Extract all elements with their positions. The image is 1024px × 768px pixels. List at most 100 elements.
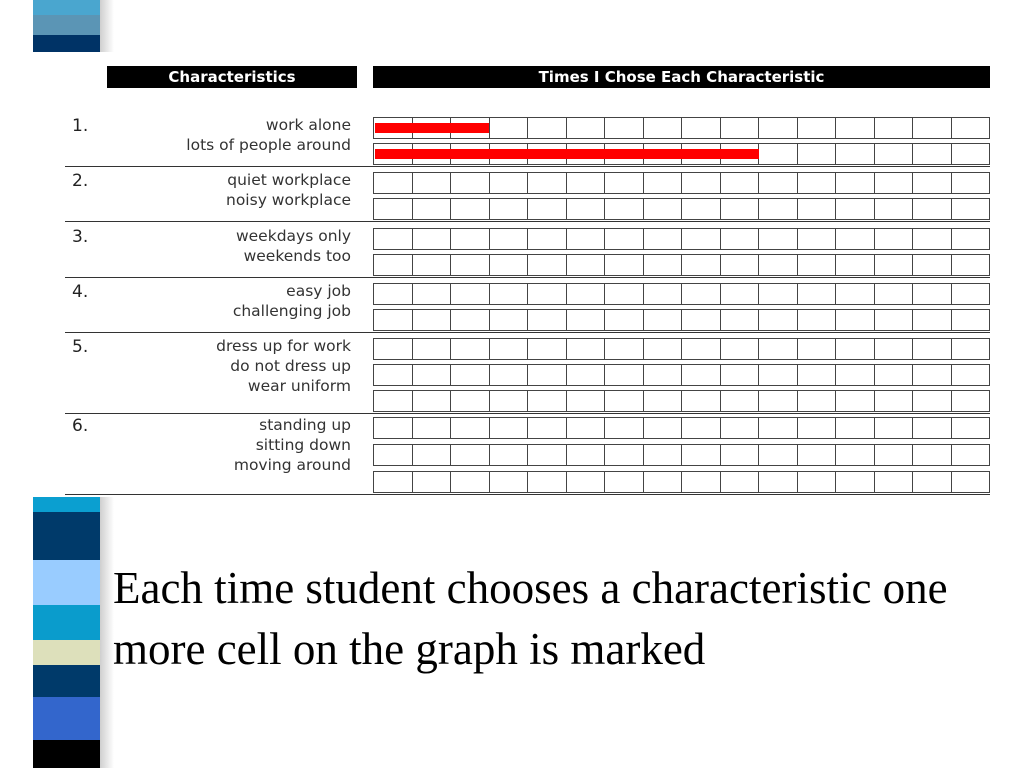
tally-cell [798,339,836,359]
tally-cell [451,472,490,492]
tally-cell [567,472,605,492]
tally-cell [836,310,875,330]
group-divider [65,494,990,495]
tally-cell [644,391,682,411]
tally-cell [682,199,721,219]
tally-cell [759,199,798,219]
tally-cell [413,284,451,304]
tally-cell [798,310,836,330]
tally-cell [875,173,913,193]
tally-cell [798,229,836,249]
tally-cell [567,255,605,275]
tally-cell [798,284,836,304]
tally-cell [567,339,605,359]
tally-cell [913,365,952,385]
tally-row [373,283,990,305]
tally-cell [836,255,875,275]
tally-cell [451,339,490,359]
characteristic-label: lots of people around [186,136,351,154]
tally-cell [798,199,836,219]
group-number: 5. [72,337,89,357]
tally-cell [952,255,990,275]
tally-cell [913,284,952,304]
tally-cell [798,418,836,438]
tally-cell [759,472,798,492]
tally-cell [721,173,759,193]
worksheet-panel [18,52,1018,497]
tally-cell [605,391,644,411]
tally-cell [567,173,605,193]
tally-cell [374,310,413,330]
tally-cell [875,118,913,138]
stripe-band [33,0,101,15]
tally-cell [605,339,644,359]
tally-cell [644,199,682,219]
tally-cell [490,118,528,138]
tally-cell [528,284,567,304]
tally-cell [721,391,759,411]
tally-cell [721,118,759,138]
tally-cell [490,310,528,330]
tally-cell [451,310,490,330]
tally-cell [682,229,721,249]
tally-cell [682,472,721,492]
tally-cell [798,472,836,492]
tally-cell [374,391,413,411]
tally-cell [605,173,644,193]
tally-cell [913,173,952,193]
tally-cell [875,418,913,438]
tally-cell [413,310,451,330]
tally-bar [375,149,759,159]
tally-cell [490,418,528,438]
tally-cell [374,365,413,385]
stripe-band [33,15,101,35]
tally-cell [913,445,952,465]
tally-cell [528,229,567,249]
tally-cell [605,418,644,438]
tally-cell [644,445,682,465]
tally-cell [952,229,990,249]
characteristic-label: moving around [233,456,351,474]
tally-cell [644,284,682,304]
tally-cell [952,173,990,193]
tally-cell [451,418,490,438]
tally-cell [798,173,836,193]
stripe-band [33,497,101,512]
tally-cell [374,199,413,219]
tally-cell [528,118,567,138]
tally-cell [413,255,451,275]
tally-cell [528,310,567,330]
characteristic-label: quiet workplace [227,171,351,189]
group-divider [65,413,990,414]
tally-cell [490,365,528,385]
tally-cell [413,418,451,438]
characteristic-label: easy job [286,282,351,300]
tally-cell [413,173,451,193]
tally-cell [413,445,451,465]
tally-row [373,364,990,386]
tally-row [373,471,990,493]
tally-cell [682,173,721,193]
tally-row [373,417,990,439]
tally-cell [836,339,875,359]
tally-cell [605,199,644,219]
tally-cell [644,418,682,438]
group-number: 4. [72,282,89,302]
tally-cell [644,173,682,193]
tally-cell [759,229,798,249]
tally-cell [490,472,528,492]
tally-cell [644,229,682,249]
tally-cell [952,118,990,138]
slide-caption: Each time student chooses a characterist… [113,563,948,674]
tally-cell [721,365,759,385]
tally-cell [605,255,644,275]
characteristic-label: wear uniform [247,377,351,395]
tally-cell [567,391,605,411]
tally-cell [644,118,682,138]
tally-cell [952,144,990,164]
tally-cell [682,445,721,465]
tally-cell [490,284,528,304]
tally-cell [567,199,605,219]
tally-cell [682,310,721,330]
stripe-band [33,560,101,605]
